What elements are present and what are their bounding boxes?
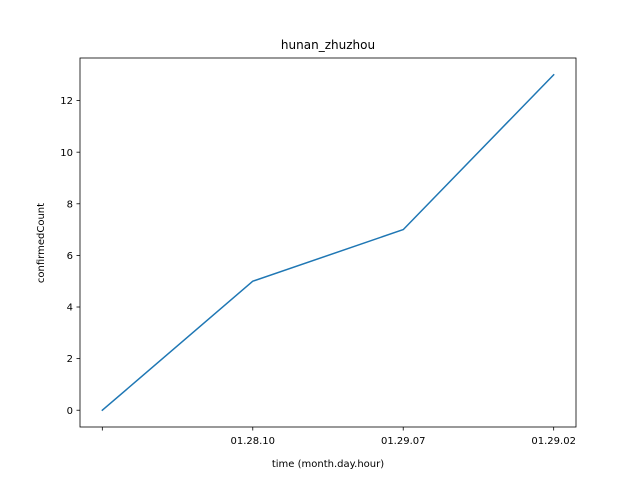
y-tick-label: 8 <box>67 199 73 210</box>
y-tick-label: 12 <box>60 96 73 107</box>
y-tick-label: 6 <box>67 251 73 262</box>
y-axis-label: confirmedCount <box>36 203 47 283</box>
y-tick-label: 4 <box>67 303 73 314</box>
chart-title: hunan_zhuzhou <box>281 38 375 52</box>
x-tick-label: 01.29.07 <box>381 436 426 447</box>
x-axis-label: time (month.day.hour) <box>272 459 384 470</box>
y-tick-label: 0 <box>67 406 73 417</box>
y-tick-label: 10 <box>60 148 73 159</box>
y-tick-label: 2 <box>67 354 73 365</box>
x-tick-label: 01.28.10 <box>231 436 276 447</box>
x-tick-label: 01.29.02 <box>531 436 576 447</box>
